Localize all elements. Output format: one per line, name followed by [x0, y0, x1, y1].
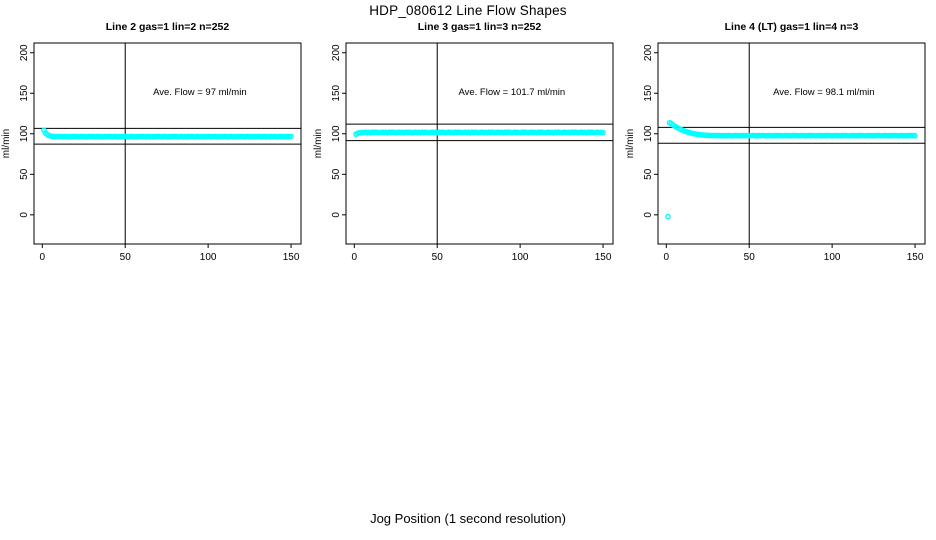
x-tick-label: 50 — [120, 252, 132, 263]
panel-line2-plot: Line 2 gas=1 lin=2 n=252 Ave. Flow = 97 m… — [1, 21, 302, 263]
y-tick-label: 0 — [643, 212, 654, 218]
y-tick-label: 200 — [331, 44, 342, 61]
y-axis: 0 50 100 150 200 — [19, 44, 34, 218]
x-axis: 0 50 100 150 — [664, 244, 924, 263]
y-tick-label: 50 — [643, 168, 654, 180]
plot-box — [657, 42, 926, 245]
figure-title: HDP_080612 Line Flow Shapes — [369, 3, 567, 18]
x-tick-label: 150 — [283, 252, 300, 263]
x-tick-label: 0 — [40, 252, 46, 263]
y-tick-label: 100 — [643, 125, 654, 142]
y-tick-label: 50 — [19, 168, 30, 180]
plot-box — [345, 42, 614, 245]
ave-flow-annotation: Ave. Flow = 98.1 ml/min — [773, 87, 874, 98]
y-tick-label: 200 — [643, 44, 654, 61]
panel-title: Line 3 gas=1 lin=3 n=252 — [418, 21, 542, 33]
data-points — [665, 119, 918, 220]
data-point — [288, 133, 294, 140]
y-tick-label: 150 — [643, 84, 654, 101]
panel-line3-plot: Line 3 gas=1 lin=3 n=252 Ave. Flow = 101.… — [313, 21, 614, 263]
data-point — [912, 133, 918, 139]
y-tick-label: 100 — [19, 125, 30, 142]
panel-line4-plot: Line 4 (LT) gas=1 lin=4 n=3 Ave. Flow = 9… — [625, 21, 926, 263]
figure-x-label: Jog Position (1 second resolution) — [370, 511, 566, 526]
ave-flow-annotation: Ave. Flow = 97 ml/min — [153, 87, 247, 98]
y-tick-label: 0 — [331, 212, 342, 218]
x-tick-label: 0 — [664, 252, 670, 263]
data-points — [41, 127, 294, 140]
y-tick-label: 50 — [331, 168, 342, 180]
y-axis-label: ml/min — [313, 129, 324, 158]
x-tick-label: 100 — [512, 252, 529, 263]
y-axis: 0 50 100 150 200 — [331, 44, 346, 218]
panel-row: Line 2 gas=1 lin=2 n=252 Ave. Flow = 97 m… — [0, 16, 936, 272]
y-axis: 0 50 100 150 200 — [643, 44, 658, 218]
x-tick-label: 50 — [432, 252, 444, 263]
panel-title: Line 4 (LT) gas=1 lin=4 n=3 — [725, 21, 859, 33]
y-tick-label: 150 — [19, 84, 30, 101]
panel-title: Line 2 gas=1 lin=2 n=252 — [106, 21, 230, 33]
y-tick-label: 150 — [331, 84, 342, 101]
x-tick-label: 0 — [352, 252, 358, 263]
y-axis-label: ml/min — [625, 129, 636, 158]
y-tick-label: 100 — [331, 125, 342, 142]
data-points — [353, 129, 606, 138]
x-tick-label: 100 — [824, 252, 841, 263]
y-tick-label: 200 — [19, 44, 30, 61]
data-point — [665, 213, 671, 220]
y-axis-label: ml/min — [1, 129, 12, 158]
ave-flow-annotation: Ave. Flow = 101.7 ml/min — [458, 87, 565, 98]
x-axis: 0 50 100 150 — [40, 244, 300, 263]
x-axis: 0 50 100 150 — [352, 244, 612, 263]
x-tick-label: 150 — [595, 252, 612, 263]
y-tick-label: 0 — [19, 212, 30, 218]
x-tick-label: 150 — [907, 252, 924, 263]
x-tick-label: 100 — [200, 252, 217, 263]
data-point — [600, 129, 606, 136]
x-tick-label: 50 — [744, 252, 756, 263]
plot-box — [33, 42, 302, 245]
